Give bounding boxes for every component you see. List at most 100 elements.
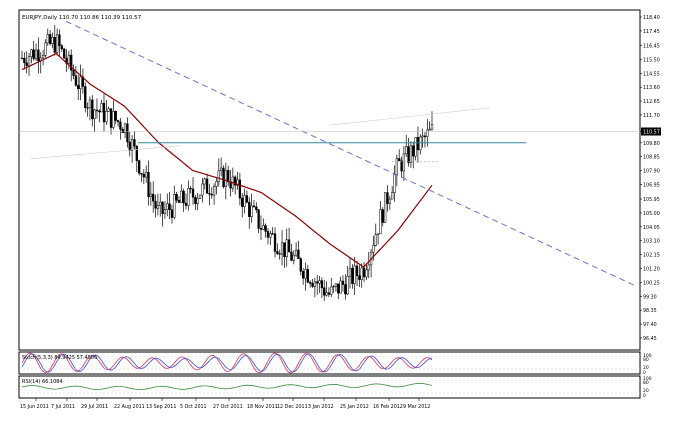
candle-body <box>351 267 354 284</box>
candle-body <box>119 121 122 130</box>
candle-body <box>243 195 246 207</box>
candle-body <box>168 203 171 210</box>
price-tick-label: 110.57 <box>643 130 660 136</box>
candle-body <box>339 280 342 294</box>
candle-body <box>372 245 375 253</box>
candle-body <box>189 188 192 190</box>
candle-body <box>219 167 223 172</box>
candlestick-series <box>20 25 434 301</box>
candle-body <box>269 233 272 238</box>
candle-body <box>271 233 274 235</box>
price-tick-label: 111.70 <box>643 113 660 119</box>
candle-body <box>398 158 401 162</box>
price-tick-label: 104.05 <box>643 225 660 231</box>
candle-body <box>294 249 298 256</box>
price-tick-label: 115.50 <box>643 57 660 63</box>
candle-body <box>51 36 54 44</box>
time-tick-label: 7 Jul 2011 <box>51 404 75 410</box>
candle-body <box>116 120 120 123</box>
candle-body <box>37 49 40 62</box>
price-tick-label: 101.20 <box>643 267 660 273</box>
candle-body <box>102 102 106 123</box>
time-tick-label: 27 Oct 2011 <box>213 404 243 410</box>
candle-body <box>236 179 239 186</box>
candle-body <box>276 251 279 254</box>
candle-body <box>201 183 204 196</box>
candle-body <box>105 111 108 123</box>
candle-body <box>332 286 335 288</box>
candle-body <box>135 145 138 161</box>
candle-body <box>72 70 75 76</box>
stoch-panel[interactable] <box>18 351 641 375</box>
candle-body <box>123 123 127 133</box>
candle-body <box>301 271 305 279</box>
candle-body <box>285 239 288 258</box>
candle-body <box>128 141 131 151</box>
rsi-line <box>21 382 433 390</box>
candle-body <box>234 176 237 186</box>
candle-body <box>86 107 89 109</box>
candle-body <box>400 160 403 172</box>
candle-body <box>393 174 396 193</box>
candle-body <box>30 49 33 57</box>
candle-body <box>227 170 230 183</box>
candle-body <box>182 190 185 204</box>
candle-body <box>391 192 394 200</box>
candle-body <box>142 173 145 178</box>
candle-body <box>313 281 317 287</box>
channel-line <box>29 145 181 160</box>
candle-body <box>414 137 417 157</box>
rsi-panel[interactable] <box>18 375 641 399</box>
candle-body <box>25 62 28 66</box>
candle-body <box>27 56 31 66</box>
candle-body <box>245 195 249 203</box>
candle-body <box>409 145 413 163</box>
candle-body <box>278 253 281 255</box>
candle-body <box>84 86 87 109</box>
candle-body <box>299 258 302 272</box>
candle-body <box>98 110 101 113</box>
candle-body <box>147 172 150 198</box>
time-tick-label: 25 Jan 2012 <box>340 404 369 410</box>
stoch-main-line <box>21 352 433 374</box>
candle-body <box>283 242 286 258</box>
candle-body <box>419 136 422 151</box>
time-tick-label: 18 Nov 2011 <box>247 404 278 410</box>
candle-body <box>287 239 291 253</box>
time-tick-label: 12 Dec 2011 <box>277 404 308 410</box>
candle-body <box>362 267 366 278</box>
price-tick-label: 106.95 <box>643 182 660 188</box>
candle-body <box>323 287 326 296</box>
price-tick-label: 112.65 <box>643 99 660 105</box>
candle-body <box>215 181 218 187</box>
candle-body <box>93 109 96 120</box>
candle-body <box>173 194 176 218</box>
rsi-level-0: 0 <box>643 393 646 399</box>
candle-body <box>74 75 78 86</box>
price-tick-label: 100.25 <box>643 280 660 286</box>
candle-body <box>44 42 47 56</box>
price-panel[interactable] <box>18 9 641 351</box>
time-tick-label: 9 Mar 2012 <box>403 404 430 410</box>
candle-body <box>388 198 391 204</box>
candle-body <box>395 158 399 175</box>
price-tick-label: 107.90 <box>643 169 660 175</box>
candle-body <box>311 283 314 287</box>
candle-body <box>416 137 420 151</box>
candle-body <box>205 178 209 194</box>
candle-body <box>386 192 389 204</box>
candle-body <box>264 225 267 232</box>
stoch-level-100: 100 <box>643 353 652 359</box>
candle-body <box>170 209 174 218</box>
candle-body <box>48 34 52 44</box>
channel-line <box>329 107 491 126</box>
candle-body <box>88 99 92 108</box>
candle-body <box>346 275 349 295</box>
candle-body <box>358 275 361 280</box>
candle-body <box>266 231 270 238</box>
candle-body <box>109 108 113 128</box>
candle-body <box>46 34 49 44</box>
candle-body <box>208 193 211 195</box>
candle-body <box>405 146 408 155</box>
